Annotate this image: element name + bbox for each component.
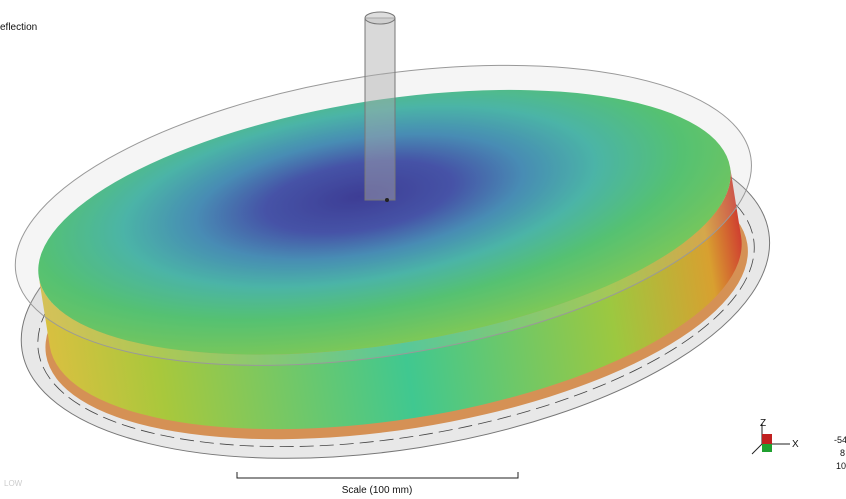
page: eflection LOW Scale (100 mm) Z X -54 8 1… (0, 0, 846, 499)
sprue-body (365, 18, 395, 200)
y-axis (752, 444, 762, 454)
sprue-top (365, 12, 395, 24)
x-label: X (792, 439, 799, 450)
view-coordinates: -54 8 10 (834, 435, 846, 471)
sprue (365, 12, 395, 202)
viewport: eflection LOW Scale (100 mm) Z X -54 8 1… (0, 0, 846, 499)
axis-triad: Z X (752, 418, 799, 454)
part-model (0, 18, 793, 499)
z-label: Z (760, 418, 766, 429)
triad-cube-top (762, 434, 772, 444)
triad-cube-front (762, 444, 772, 452)
scale-label: Scale (100 mm) (342, 485, 413, 496)
result-title: eflection (0, 22, 37, 33)
coordinate: -54 (834, 435, 846, 445)
scale-bar: Scale (100 mm) (237, 472, 518, 496)
scale-line (237, 472, 518, 478)
gate (385, 198, 389, 202)
watermark: LOW (4, 479, 23, 488)
coordinate: 10 (836, 461, 846, 471)
coordinate: 8 (840, 448, 845, 458)
